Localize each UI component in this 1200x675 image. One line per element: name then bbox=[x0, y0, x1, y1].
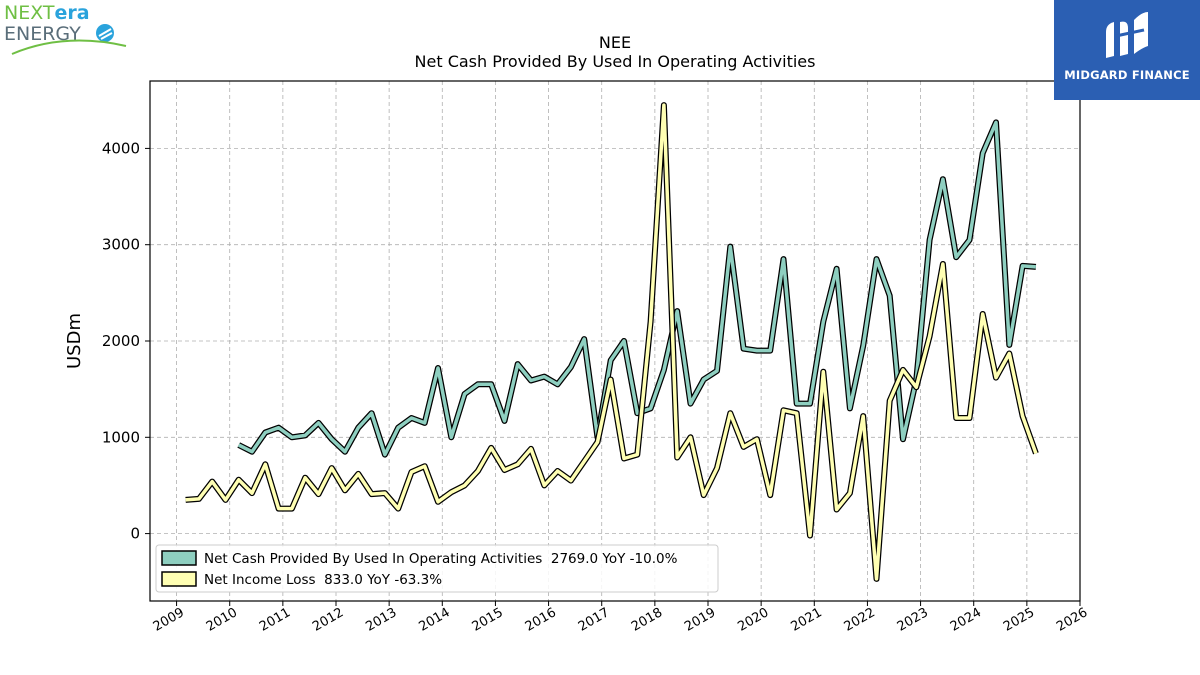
series-line-1 bbox=[185, 103, 1038, 581]
chart-subtitle: Net Cash Provided By Used In Operating A… bbox=[415, 52, 816, 71]
y-axis-label: USDm bbox=[64, 313, 85, 369]
nextera-energy-logo: NEXTera ENERGY bbox=[4, 2, 134, 62]
x-tick-label: 2023 bbox=[895, 605, 931, 635]
legend-swatch-0 bbox=[161, 550, 197, 566]
legend-label-1: Net Income Loss 833.0 YoY -63.3% bbox=[204, 572, 442, 588]
midgard-logo-mark bbox=[1106, 12, 1148, 58]
x-tick-label: 2026 bbox=[1054, 605, 1090, 635]
y-tick-label: 2000 bbox=[102, 332, 140, 350]
series-lines bbox=[185, 102, 1039, 582]
logo-swoosh-icon bbox=[11, 39, 127, 55]
midgard-finance-text: MIDGARD FINANCE bbox=[1064, 68, 1190, 82]
chart-title: NEE bbox=[599, 33, 631, 52]
logo-era-text: era bbox=[55, 2, 90, 24]
x-tick-label: 2018 bbox=[629, 605, 665, 635]
y-tick-label: 4000 bbox=[102, 139, 140, 157]
x-tick-label: 2025 bbox=[1001, 605, 1037, 635]
svg-text:NEXTera: NEXTera bbox=[4, 2, 90, 24]
x-tick-label: 2010 bbox=[204, 605, 240, 635]
x-tick-label: 2019 bbox=[682, 605, 718, 635]
x-tick-label: 2017 bbox=[576, 605, 612, 635]
x-tick-label: 2021 bbox=[788, 605, 824, 635]
x-tick-label: 2016 bbox=[523, 605, 559, 635]
series-line-0 bbox=[237, 120, 1037, 457]
x-tick-label: 2012 bbox=[310, 605, 346, 635]
x-tick-label: 2022 bbox=[842, 605, 878, 635]
x-tick-label: 2013 bbox=[363, 605, 399, 635]
y-tick-label: 0 bbox=[130, 525, 140, 543]
y-tick-label: 3000 bbox=[102, 236, 140, 254]
series-line-outline-1 bbox=[185, 102, 1039, 582]
legend: Net Cash Provided By Used In Operating A… bbox=[155, 544, 719, 593]
legend-label-0: Net Cash Provided By Used In Operating A… bbox=[204, 551, 678, 567]
x-tick-label: 2014 bbox=[416, 605, 452, 635]
nextera-logo-mark: NEXTera ENERGY bbox=[4, 2, 127, 55]
y-tick-label: 1000 bbox=[102, 428, 140, 446]
x-tick-label: 2009 bbox=[151, 605, 187, 635]
logo-energy-text: ENERGY bbox=[4, 23, 81, 45]
grid bbox=[150, 81, 1081, 601]
x-tick-label: 2024 bbox=[948, 605, 984, 635]
x-tick-label: 2015 bbox=[470, 605, 506, 635]
legend-box bbox=[155, 544, 719, 593]
midgard-finance-logo: MIDGARD FINANCE bbox=[1054, 0, 1200, 100]
x-tick-label: 2011 bbox=[257, 605, 293, 635]
legend-swatch-1 bbox=[161, 571, 197, 587]
logo-next-text: NEXT bbox=[4, 2, 55, 24]
x-tick-label: 2020 bbox=[735, 605, 771, 635]
